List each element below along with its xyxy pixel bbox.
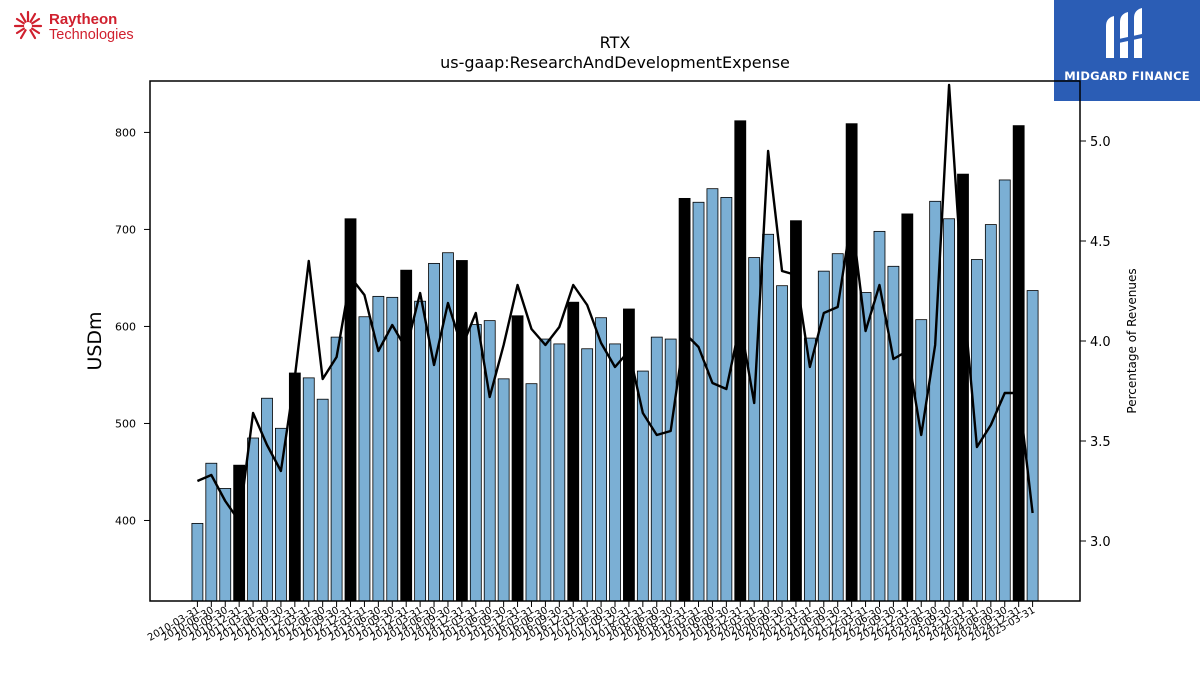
bar [386, 296, 399, 602]
bar [734, 120, 747, 602]
bar [971, 259, 983, 602]
bars-group [191, 120, 1039, 602]
bar [984, 224, 997, 602]
bar [650, 336, 663, 602]
midgard-finance-text: MIDGARD FINANCE [1064, 69, 1190, 83]
bar [678, 197, 691, 602]
y-tick-label: 800 [115, 126, 136, 139]
bar [692, 201, 705, 602]
chart-subtitle: us-gaap:ResearchAndDevelopmentExpense [440, 53, 790, 72]
chart-title: RTX [600, 33, 631, 52]
midgard-mark-icon [1106, 8, 1142, 58]
bar [302, 377, 315, 602]
pct-line-group [196, 83, 1034, 523]
y2-axis-ticks: 3.0 3.5 4.0 4.5 5.0 [1080, 135, 1111, 550]
y2-tick-label: 4.0 [1090, 335, 1111, 350]
bar [455, 260, 468, 602]
bar [316, 398, 329, 602]
bar [776, 285, 788, 602]
y-tick-label: 500 [115, 417, 136, 430]
bar [469, 324, 482, 602]
bar [275, 427, 287, 602]
y2-tick-label: 5.0 [1090, 135, 1111, 150]
bar [748, 257, 761, 602]
bar [400, 269, 413, 602]
bar [636, 370, 649, 602]
y2-tick-label: 3.5 [1090, 435, 1111, 450]
bar [414, 300, 427, 602]
bar [998, 179, 1011, 602]
y-axis-label: USDm [84, 311, 106, 370]
y2-tick-label: 4.5 [1090, 235, 1111, 250]
y-tick-label: 400 [115, 514, 136, 527]
midgard-finance-logo: MIDGARD FINANCE [1054, 0, 1200, 101]
bar [845, 123, 858, 602]
y-tick-label: 600 [115, 320, 136, 333]
bar [595, 317, 607, 602]
bar [581, 348, 594, 602]
raytheon-burst-icon [13, 10, 43, 40]
bar [720, 197, 733, 602]
bar [1026, 290, 1039, 602]
bar [943, 218, 955, 602]
bar [915, 319, 928, 602]
raytheon-logo-line1: Raytheon [49, 11, 118, 28]
bar [706, 188, 719, 602]
bar [762, 233, 775, 602]
bar [191, 522, 204, 602]
raytheon-logo: Raytheon Technologies [12, 10, 152, 46]
raytheon-logo-line2: Technologies [49, 27, 134, 43]
y2-tick-label: 3.0 [1090, 535, 1111, 550]
bar [483, 320, 496, 602]
bar [428, 262, 440, 602]
x-axis-ticks: 2010-03-312010-06-302010-09-302010-12-31… [146, 601, 1037, 644]
bar [803, 337, 816, 602]
bar [859, 292, 872, 602]
bar [817, 270, 830, 602]
bar [330, 336, 343, 602]
y-axis-ticks: 400 500 600 700 800 [115, 126, 150, 527]
bar [567, 301, 580, 602]
y-tick-label: 700 [115, 223, 136, 236]
bar [1012, 125, 1025, 602]
bar [511, 315, 524, 602]
bar [609, 343, 621, 602]
bar [887, 265, 900, 602]
bar [553, 343, 566, 602]
bar [358, 316, 371, 602]
bar [261, 397, 273, 602]
bar [525, 383, 538, 602]
y2-axis-label: Percentage of Revenues [1125, 268, 1139, 413]
bar [664, 338, 677, 602]
bar [901, 213, 914, 602]
bar [247, 437, 259, 602]
bar [497, 378, 510, 602]
bar [539, 338, 552, 602]
